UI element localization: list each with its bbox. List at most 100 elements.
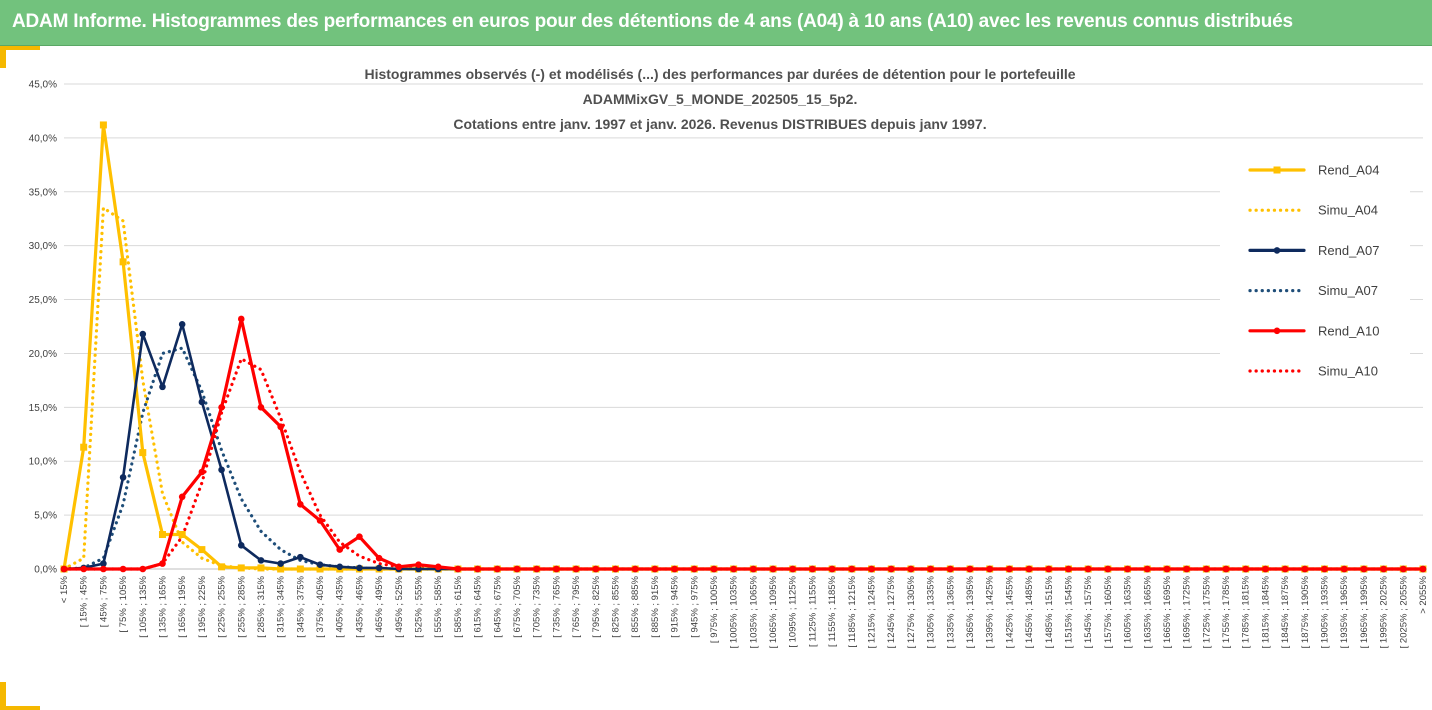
x-tick-label: [ 1305% ; 1335% xyxy=(926,575,937,648)
data-point xyxy=(1163,565,1171,573)
data-point xyxy=(809,565,816,573)
data-point xyxy=(198,546,206,554)
data-point xyxy=(750,565,757,573)
series-layer xyxy=(60,121,1427,573)
data-point xyxy=(1321,565,1328,573)
x-tick-label: [ 1545% ; 1575% xyxy=(1083,575,1094,648)
data-point xyxy=(1143,565,1151,573)
x-tick-label: [ 45% ; 75% xyxy=(98,575,109,627)
x-tick-label: [ 1425% ; 1455% xyxy=(1004,575,1015,648)
series-rend-a10 xyxy=(60,315,1427,573)
x-tick-label: [ 75% ; 105% xyxy=(118,575,129,632)
x-tick-label: [ 2025% ; 2055% xyxy=(1398,575,1409,648)
series-simu-a10 xyxy=(62,357,1425,571)
data-point xyxy=(297,553,304,561)
x-tick-label: [ 1215% ; 1245% xyxy=(867,575,878,648)
data-point xyxy=(947,565,954,573)
data-point xyxy=(139,449,147,457)
legend-marker xyxy=(1273,327,1281,335)
data-point xyxy=(513,565,521,573)
x-tick-label: [ 525% ; 555% xyxy=(414,575,425,637)
x-tick-label: [ 1575% ; 1605% xyxy=(1103,575,1114,648)
data-point xyxy=(1340,565,1348,573)
data-point xyxy=(848,565,856,573)
legend-label: Simu_A07 xyxy=(1318,283,1378,298)
chart-frame xyxy=(0,46,1432,710)
data-point xyxy=(1301,565,1309,573)
y-tick-label: 40,0% xyxy=(29,133,57,144)
x-tick-label: [ 255% ; 285% xyxy=(236,575,247,637)
data-point xyxy=(986,565,993,573)
data-point xyxy=(769,565,777,573)
data-point xyxy=(100,565,107,573)
data-point xyxy=(1045,565,1053,573)
x-tick-label: [ 1155% ; 1185% xyxy=(827,575,838,647)
data-point xyxy=(257,564,265,572)
data-point xyxy=(1084,565,1092,573)
x-tick-label: [ 1605% ; 1635% xyxy=(1123,575,1134,648)
data-point xyxy=(494,565,501,573)
data-point xyxy=(297,501,304,508)
data-point xyxy=(1104,565,1112,573)
legend-item-rend-a04: Rend_A04 xyxy=(1248,163,1379,178)
data-point xyxy=(336,563,344,571)
data-point xyxy=(710,565,718,573)
data-point xyxy=(139,565,147,573)
data-point xyxy=(1183,565,1190,573)
series-line xyxy=(62,357,1425,571)
legend-label: Rend_A10 xyxy=(1318,323,1379,338)
data-point xyxy=(198,468,206,476)
x-tick-label: [ 975% ; 1005% xyxy=(709,575,720,643)
data-point xyxy=(1360,565,1368,573)
series-simu-a07 xyxy=(62,346,1425,571)
data-point xyxy=(375,554,383,562)
x-tick-label: [ 1125% ; 1155% xyxy=(807,575,818,647)
x-tick-label: [ 1635% ; 1665% xyxy=(1142,575,1153,648)
data-point xyxy=(907,565,915,573)
x-tick-label: [ 555% ; 585% xyxy=(433,575,444,637)
data-point xyxy=(612,565,619,573)
y-tick-label: 45,0% xyxy=(29,80,57,91)
x-tick-label: [ 825% ; 855% xyxy=(610,575,621,637)
data-point xyxy=(553,565,560,573)
data-point xyxy=(1065,565,1072,573)
legend-item-simu-a04: Simu_A04 xyxy=(1248,203,1378,218)
data-point xyxy=(119,258,127,266)
data-point xyxy=(1400,565,1407,573)
y-tick-label: 5,0% xyxy=(34,511,57,522)
data-point xyxy=(415,561,422,568)
legend-item-rend-a10: Rend_A10 xyxy=(1248,323,1379,338)
data-point xyxy=(454,565,462,573)
data-point xyxy=(316,561,324,568)
x-tick-label: [ 165% ; 195% xyxy=(177,575,188,637)
x-tick-label: [ 405% ; 435% xyxy=(335,575,346,637)
x-tick-label: [ 1245% ; 1275% xyxy=(886,575,897,648)
data-point xyxy=(1222,565,1230,573)
chart-title: Histogrammes observés (-) et modélisés (… xyxy=(364,66,1075,132)
data-point xyxy=(277,565,285,573)
chart-title-line-2: ADAMMixGV_5_MONDE_202505_15_5p2. xyxy=(583,91,858,107)
accent-corner-top-left xyxy=(0,46,6,68)
data-point xyxy=(80,565,87,573)
x-tick-label: [ 1485% ; 1515% xyxy=(1044,575,1055,648)
data-point xyxy=(356,533,363,540)
legend: Rend_A04 Simu_A04 Rend_A07 Simu_A07 Rend_A10… xyxy=(1220,145,1410,395)
x-tick-label: [ 615% ; 645% xyxy=(473,575,484,637)
data-point xyxy=(1262,565,1269,573)
data-point xyxy=(119,474,127,481)
data-point xyxy=(434,563,442,571)
legend-box xyxy=(1220,145,1410,395)
data-point xyxy=(99,121,107,129)
data-point xyxy=(868,565,875,573)
x-tick-label: [ 645% ; 675% xyxy=(492,575,503,637)
data-point xyxy=(690,565,698,573)
data-point xyxy=(966,565,974,573)
data-point xyxy=(789,565,797,573)
legend-marker xyxy=(1273,247,1281,254)
x-tick-label: [ 885% ; 915% xyxy=(650,575,661,637)
x-tick-label: [ 135% ; 165% xyxy=(157,575,168,637)
x-tick-label: [ 795% ; 825% xyxy=(591,575,602,637)
data-point xyxy=(159,560,166,567)
x-tick-label: [ 1785% ; 1815% xyxy=(1241,575,1252,648)
x-tick-label: [ 285% ; 315% xyxy=(256,575,267,637)
